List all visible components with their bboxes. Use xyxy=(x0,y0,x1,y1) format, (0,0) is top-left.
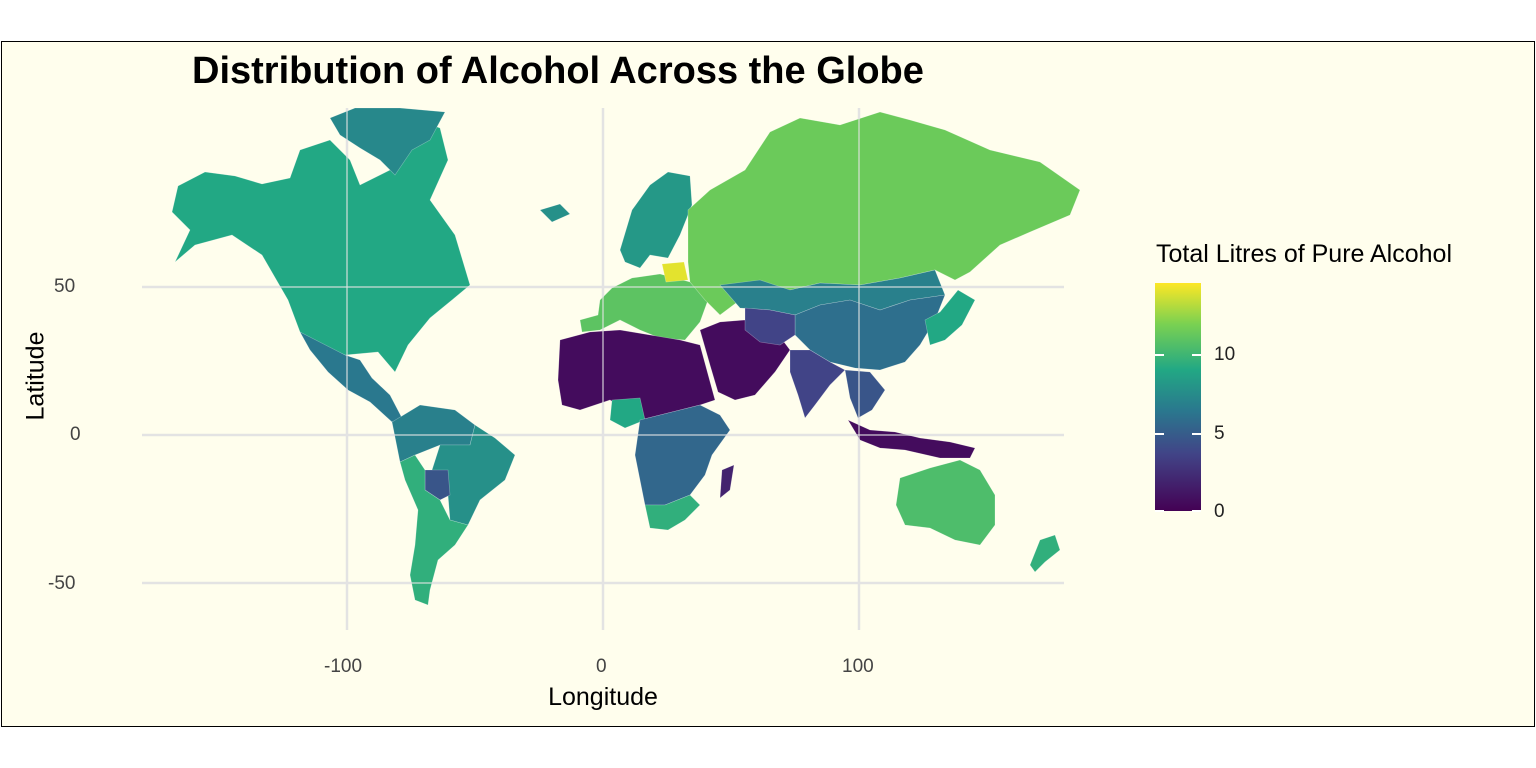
legend-tick-0 xyxy=(1155,510,1164,512)
region-alaska-canada-usa xyxy=(171,117,471,373)
country-shapes xyxy=(171,107,1081,606)
region-india xyxy=(789,349,846,419)
legend-tick-0-right xyxy=(1192,510,1201,512)
region-central-asia xyxy=(744,307,796,346)
legend-label-0: 0 xyxy=(1214,501,1225,522)
legend-label-5: 5 xyxy=(1214,423,1225,444)
legend-label-10: 10 xyxy=(1214,344,1236,365)
region-belarus xyxy=(661,261,689,283)
x-axis-label: Longitude xyxy=(548,683,658,711)
x-tick-0: 0 xyxy=(596,656,607,677)
region-indonesia xyxy=(847,419,976,459)
region-russia xyxy=(687,111,1081,316)
region-australia xyxy=(895,459,996,546)
region-scandinavia xyxy=(619,171,693,269)
region-japan-korea xyxy=(924,289,976,346)
region-western-europe xyxy=(579,273,709,341)
region-nigeria xyxy=(609,397,646,429)
legend-tick-5 xyxy=(1155,433,1164,435)
legend-tick-10 xyxy=(1155,354,1164,356)
region-argentina-chile xyxy=(399,454,469,606)
region-iceland xyxy=(539,203,571,223)
region-madagascar xyxy=(719,464,735,499)
y-tick-50: 50 xyxy=(54,276,76,297)
legend-tick-10-right xyxy=(1192,354,1201,356)
chart-title: Distribution of Alcohol Across the Globe xyxy=(192,50,924,92)
y-tick-neg50: -50 xyxy=(48,573,76,594)
x-tick-100: 100 xyxy=(842,656,874,677)
region-sub-saharan-africa xyxy=(634,404,731,506)
region-southeast-asia xyxy=(844,369,886,419)
legend-colorbar xyxy=(1155,283,1201,511)
region-south-africa xyxy=(644,494,701,531)
x-tick-neg100: -100 xyxy=(324,656,363,677)
region-new-zealand xyxy=(1029,534,1061,573)
legend-title: Total Litres of Pure Alcohol xyxy=(1156,240,1452,268)
region-greenland xyxy=(329,107,446,176)
y-axis-label: Latitude xyxy=(21,331,50,421)
gridlines-overlay xyxy=(142,108,1064,630)
legend-tick-5-right xyxy=(1192,433,1201,435)
y-tick-0: 0 xyxy=(70,424,81,445)
